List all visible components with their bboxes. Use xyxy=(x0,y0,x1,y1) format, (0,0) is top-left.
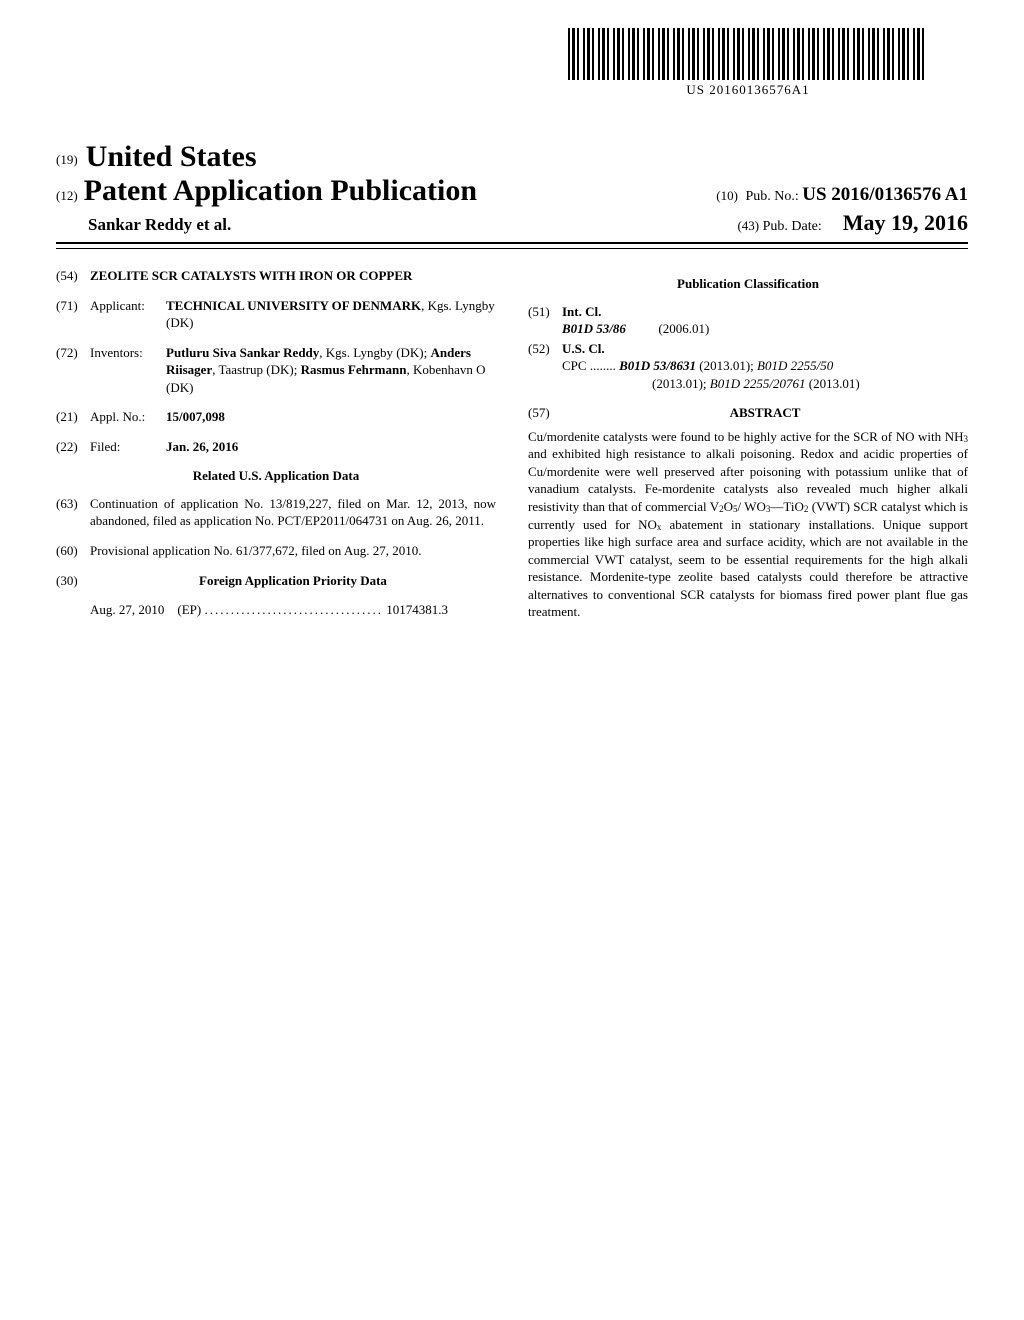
num-21: (21) xyxy=(56,408,90,426)
num-63: (63) xyxy=(56,495,90,530)
val-71: TECHNICAL UNIVERSITY OF DENMARK, Kgs. Ly… xyxy=(166,297,496,332)
abs-p4: / WO xyxy=(738,499,766,514)
country-line: (19) United States xyxy=(56,140,968,174)
prefix-19: (19) xyxy=(56,152,78,167)
pub-type: Patent Application Publication xyxy=(84,174,477,208)
field-22: (22) Filed: Jan. 26, 2016 xyxy=(56,438,496,456)
inventor-2-loc: , Taastrup (DK); xyxy=(212,362,300,377)
pubno-label: Pub. No.: xyxy=(745,189,798,204)
cpc-line2: (2013.01); B01D 2255/20761 (2013.01) xyxy=(562,375,968,393)
sub-3a: 3 xyxy=(964,434,969,444)
ipc-code: B01D 53/86 xyxy=(562,321,626,336)
val-22: Jan. 26, 2016 xyxy=(166,438,496,456)
cpc-3: B01D 2255/20761 xyxy=(710,376,806,391)
author-date-line: Sankar Reddy et al. (43) Pub. Date: May … xyxy=(56,210,968,236)
page: US 20160136576A1 (19) United States (12)… xyxy=(0,0,1024,1320)
abs-p1: Cu/mordenite catalysts were found to be … xyxy=(528,429,964,444)
lbl-52: U.S. Cl. xyxy=(562,341,605,356)
left-column: (54) ZEOLITE SCR CATALYSTS WITH IRON OR … xyxy=(56,267,496,629)
cpc-1-y: (2013.01); xyxy=(696,358,757,373)
pub-no-wrap: (10) Pub. No.: US 2016/0136576 A1 xyxy=(716,184,968,206)
num-52: (52) xyxy=(528,340,562,393)
lbl-21: Appl. No.: xyxy=(90,408,166,426)
pub-date-wrap: (43) Pub. Date: May 19, 2016 xyxy=(737,210,968,236)
abstract-body: Cu/mordenite catalysts were found to be … xyxy=(528,428,968,621)
rule-thin xyxy=(56,248,968,249)
field-60: (60) Provisional application No. 61/377,… xyxy=(56,542,496,560)
pub-class-title: Publication Classification xyxy=(528,275,968,293)
field-51: (51) Int. Cl. B01D 53/86 (2006.01) xyxy=(528,303,968,338)
cpc-3-y: (2013.01) xyxy=(805,376,859,391)
barcode-icon xyxy=(568,28,928,80)
cpc-2: B01D 2255/50 xyxy=(757,358,833,373)
f30-cc: (EP) xyxy=(177,602,201,617)
inventor-1: Putluru Siva Sankar Reddy xyxy=(166,345,319,360)
prefix-43: (43) xyxy=(737,218,759,233)
pub-type-wrap: (12) Patent Application Publication xyxy=(56,174,477,208)
authors: Sankar Reddy et al. xyxy=(88,215,231,235)
field-21: (21) Appl. No.: 15/007,098 xyxy=(56,408,496,426)
val-21: 15/007,098 xyxy=(166,408,496,426)
applicant-name: TECHNICAL UNIVERSITY OF DENMARK xyxy=(166,298,421,313)
barcode-text: US 20160136576A1 xyxy=(568,82,928,98)
top-block: US 20160136576A1 xyxy=(56,28,968,138)
title-54: ZEOLITE SCR CATALYSTS WITH IRON OR COPPE… xyxy=(90,267,496,285)
f30-date: Aug. 27, 2010 xyxy=(90,602,164,617)
title-30: Foreign Application Priority Data xyxy=(90,572,496,590)
prefix-10: (10) xyxy=(716,188,738,203)
pubdate-label: Pub. Date: xyxy=(763,219,822,234)
right-column: Publication Classification (51) Int. Cl.… xyxy=(528,267,968,629)
f30-app: 10174381.3 xyxy=(386,602,448,617)
num-30: (30) xyxy=(56,572,90,590)
num-72: (72) xyxy=(56,344,90,397)
field-57: (57) ABSTRACT xyxy=(528,404,968,422)
abs-p3: O xyxy=(724,499,733,514)
num-51: (51) xyxy=(528,303,562,338)
lbl-51: Int. Cl. xyxy=(562,304,601,319)
num-57: (57) xyxy=(528,404,562,422)
cpc-1: B01D 53/8631 xyxy=(619,358,696,373)
country: United States xyxy=(86,140,257,173)
field-72: (72) Inventors: Putluru Siva Sankar Redd… xyxy=(56,344,496,397)
val-52: U.S. Cl. CPC ........ B01D 53/8631 (2013… xyxy=(562,340,968,393)
val-72: Putluru Siva Sankar Reddy, Kgs. Lyngby (… xyxy=(166,344,496,397)
prefix-12: (12) xyxy=(56,188,78,204)
field-30-head: (30) Foreign Application Priority Data xyxy=(56,572,496,590)
body-columns: (54) ZEOLITE SCR CATALYSTS WITH IRON OR … xyxy=(56,267,968,629)
val-51: Int. Cl. B01D 53/86 (2006.01) xyxy=(562,303,968,338)
lbl-22: Filed: xyxy=(90,438,166,456)
field-54: (54) ZEOLITE SCR CATALYSTS WITH IRON OR … xyxy=(56,267,496,285)
lbl-72: Inventors: xyxy=(90,344,166,397)
lbl-71: Applicant: xyxy=(90,297,166,332)
f30-dots: .................................. xyxy=(204,602,383,617)
pub-no: US 2016/0136576 A1 xyxy=(802,184,968,205)
val-63: Continuation of application No. 13/819,2… xyxy=(90,495,496,530)
field-71: (71) Applicant: TECHNICAL UNIVERSITY OF … xyxy=(56,297,496,332)
val-60: Provisional application No. 61/377,672, … xyxy=(90,542,496,560)
num-22: (22) xyxy=(56,438,90,456)
num-54: (54) xyxy=(56,267,90,285)
inventor-3: Rasmus Fehrmann xyxy=(301,362,407,377)
rule-thick xyxy=(56,242,968,244)
num-71: (71) xyxy=(56,297,90,332)
ipc-year: (2006.01) xyxy=(658,321,709,336)
cpc-label: CPC xyxy=(562,358,587,373)
inventor-1-loc: , Kgs. Lyngby (DK); xyxy=(319,345,430,360)
pub-date: May 19, 2016 xyxy=(843,210,968,235)
publication-line: (12) Patent Application Publication (10)… xyxy=(56,174,968,208)
field-63: (63) Continuation of application No. 13/… xyxy=(56,495,496,530)
cpc-2-y: (2013.01); xyxy=(652,376,710,391)
abstract-label: ABSTRACT xyxy=(562,404,968,422)
abs-p5: —TiO xyxy=(770,499,803,514)
heading: (19) United States (12) Patent Applicati… xyxy=(56,140,968,236)
num-60: (60) xyxy=(56,542,90,560)
cpc-dots: ........ xyxy=(587,358,620,373)
field-30-row: Aug. 27, 2010 (EP) .....................… xyxy=(56,601,496,619)
related-us-title: Related U.S. Application Data xyxy=(56,467,496,485)
field-52: (52) U.S. Cl. CPC ........ B01D 53/8631 … xyxy=(528,340,968,393)
